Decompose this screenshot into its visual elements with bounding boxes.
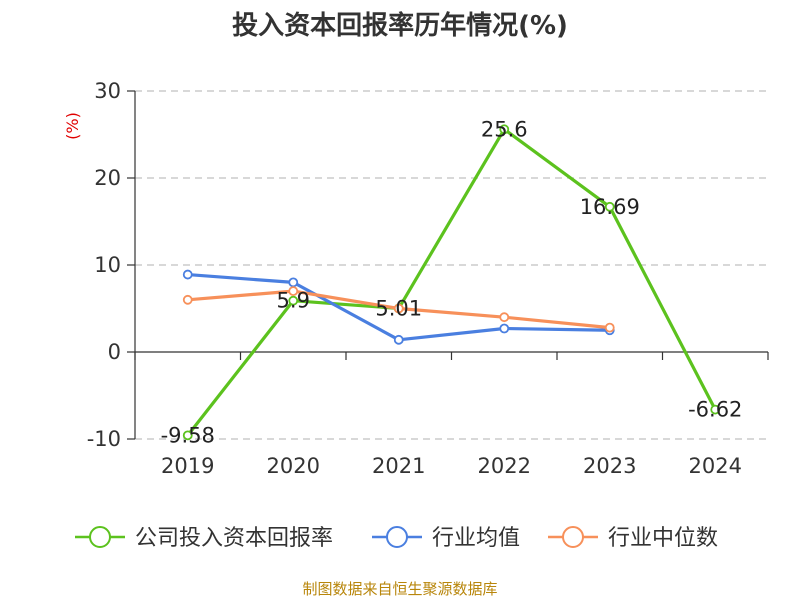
data-point	[393, 334, 404, 345]
data-point	[604, 322, 615, 333]
x-tick-label: 2019	[161, 454, 214, 478]
legend-label: 行业中位数	[608, 526, 718, 551]
series-line-1	[186, 127, 717, 437]
data-point	[499, 323, 510, 334]
data-point	[499, 124, 510, 135]
legend-item-2: 行业均值	[372, 526, 520, 551]
x-tick-label: 2022	[478, 454, 531, 478]
data-point	[182, 269, 193, 280]
y-axis-label: (%)	[63, 112, 82, 140]
chart-title: 投入资本回报率历年情况(%)	[232, 10, 568, 41]
data-labels: -9.58 5.9 5.01 25.6 16.69 -6.62	[161, 117, 743, 447]
data-label: -6.62	[688, 398, 742, 422]
y-tick-label: 10	[94, 253, 121, 277]
x-tick-label: 2023	[583, 454, 636, 478]
data-label: 25.6	[481, 117, 528, 141]
series-lines	[182, 124, 721, 441]
legend-label: 公司投入资本回报率	[135, 526, 333, 551]
data-point	[182, 430, 193, 441]
legend-label: 行业均值	[432, 526, 520, 551]
data-point	[393, 303, 404, 314]
y-tick-label: 0	[108, 340, 121, 364]
legend-item-1: 公司投入资本回报率	[75, 526, 333, 551]
x-tick-label: 2020	[267, 454, 320, 478]
data-point	[604, 201, 615, 212]
grid-lines	[135, 90, 768, 440]
x-tick-label: 2021	[372, 454, 425, 478]
y-tick-label: 20	[94, 166, 121, 190]
data-point	[182, 294, 193, 305]
data-label: 5.9	[277, 289, 310, 313]
x-tick-label: 2024	[689, 454, 742, 478]
legend-marker	[386, 526, 408, 548]
legend-marker	[562, 526, 584, 548]
legend: 公司投入资本回报率 行业均值 行业中位数	[75, 526, 718, 551]
data-point	[288, 286, 299, 297]
legend-marker	[89, 526, 111, 548]
legend-item-3: 行业中位数	[548, 526, 718, 551]
y-tick-label: 30	[94, 79, 121, 103]
data-label: 16.69	[580, 195, 640, 219]
source-note: 制图数据来自恒生聚源数据库	[302, 580, 497, 598]
data-point	[288, 295, 299, 306]
y-tick-label: -10	[87, 427, 121, 451]
axes: -10 0 10 20 30 2019 2020 2021 2022 2023 2024	[87, 79, 769, 478]
data-point	[288, 277, 299, 288]
data-label: -9.58	[161, 423, 215, 447]
data-point	[499, 312, 510, 323]
data-point	[710, 404, 721, 415]
data-label: 5.01	[375, 296, 422, 320]
